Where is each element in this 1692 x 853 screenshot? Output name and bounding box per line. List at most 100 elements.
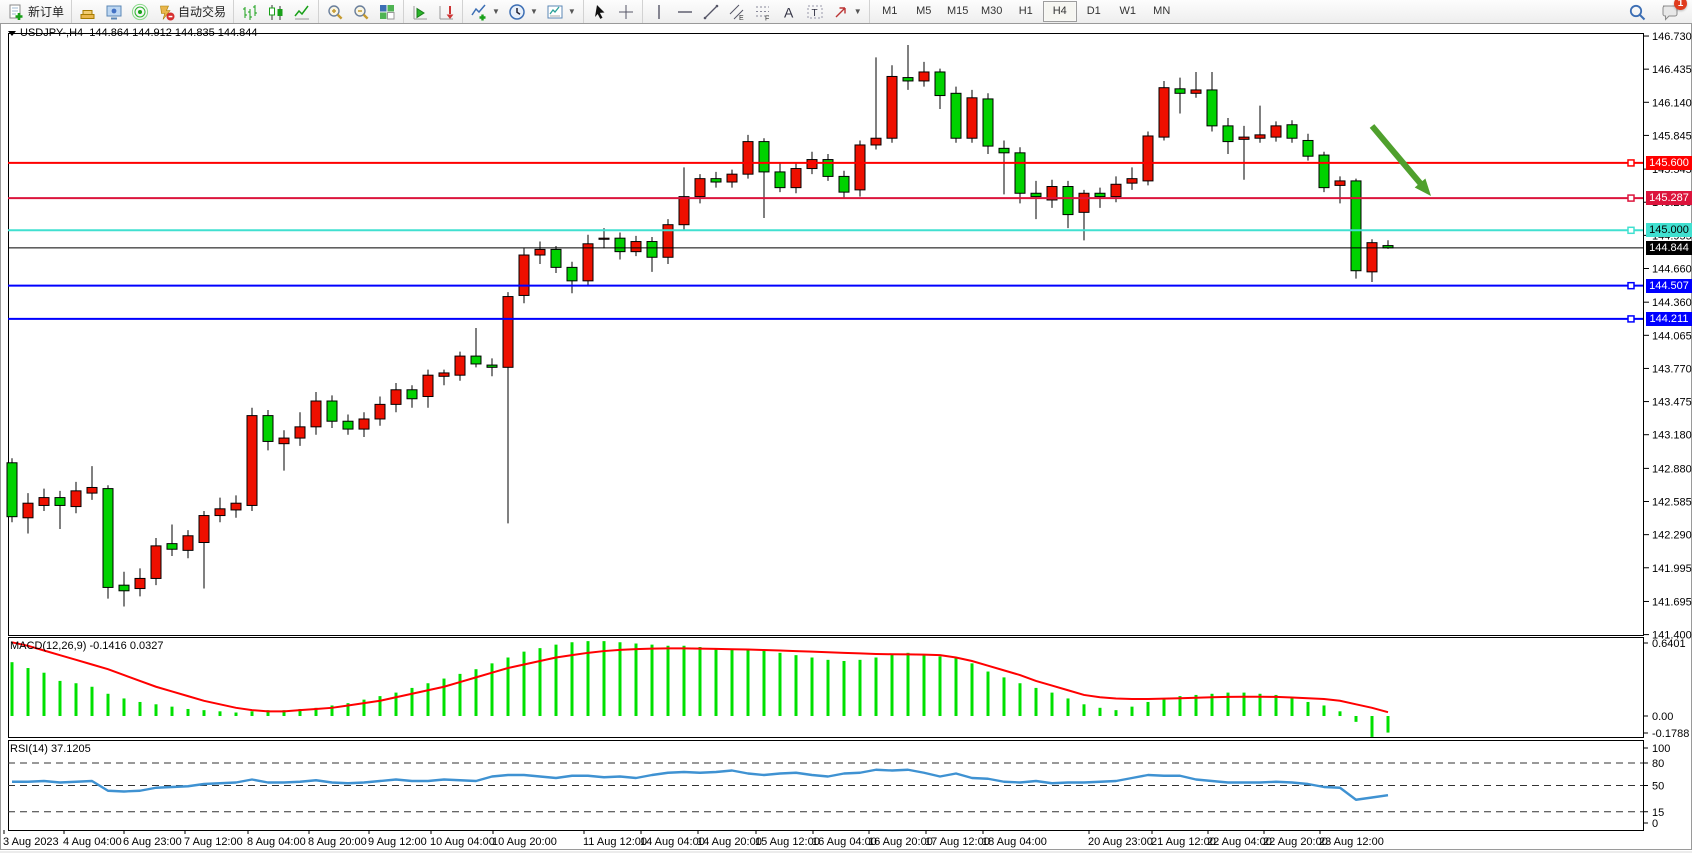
chevron-down-icon[interactable]: ▼ bbox=[853, 7, 862, 16]
auto-trading-label: 自动交易 bbox=[178, 5, 227, 19]
svg-text:143.180: 143.180 bbox=[1652, 430, 1692, 442]
indicators-button[interactable]: ▼ bbox=[466, 1, 504, 23]
chevron-down-icon[interactable]: ▼ bbox=[492, 7, 500, 16]
zoom-in-button[interactable] bbox=[322, 1, 348, 23]
timeframe-button-H1[interactable]: H1 bbox=[1018, 5, 1033, 17]
price-level-chip: 145.000 bbox=[1646, 223, 1692, 238]
zoom-out-button[interactable] bbox=[348, 1, 374, 23]
svg-text:20 Aug 23:00: 20 Aug 23:00 bbox=[1088, 836, 1153, 848]
svg-text:144.660: 144.660 bbox=[1652, 263, 1692, 275]
cursor-icon bbox=[594, 4, 605, 19]
toolbar-group bbox=[319, 0, 405, 23]
periods-icon bbox=[509, 3, 525, 20]
search-icon bbox=[1629, 4, 1646, 20]
time-axis: 3 Aug 2023 4 Aug 04:00 6 Aug 23:00 7 Aug 12… bbox=[3, 830, 1384, 848]
horizontal-line-button[interactable] bbox=[672, 1, 698, 23]
fibonacci-button[interactable]: F bbox=[750, 1, 776, 23]
chevron-down-icon[interactable]: ▼ bbox=[567, 7, 576, 16]
svg-text:22 Aug 04:00: 22 Aug 04:00 bbox=[1207, 836, 1272, 848]
new-order-button[interactable]: 新订单 bbox=[3, 1, 68, 23]
svg-text:0.6401: 0.6401 bbox=[1652, 638, 1686, 650]
crosshair-button[interactable] bbox=[613, 1, 639, 23]
data-window-button[interactable] bbox=[101, 1, 127, 23]
auto-trading-button[interactable]: 自动交易 bbox=[153, 1, 230, 23]
svg-text:144.360: 144.360 bbox=[1652, 297, 1692, 309]
notification-badge: 1 bbox=[1674, 0, 1687, 10]
timeframe-button-M30[interactable]: M30 bbox=[981, 5, 1003, 17]
community-button[interactable]: 1 bbox=[1656, 0, 1687, 23]
chevron-down-icon[interactable]: ▼ bbox=[529, 7, 538, 16]
svg-text:100: 100 bbox=[1652, 743, 1670, 755]
templates-button[interactable]: ▼ bbox=[542, 1, 580, 23]
svg-text:146.730: 146.730 bbox=[1652, 31, 1692, 43]
vertical-line-button[interactable] bbox=[646, 1, 672, 23]
svg-text:17 Aug 12:00: 17 Aug 12:00 bbox=[925, 836, 990, 848]
svg-text:16 Aug 20:00: 16 Aug 20:00 bbox=[868, 836, 933, 848]
svg-text:143.475: 143.475 bbox=[1652, 397, 1692, 409]
bar-chart-button[interactable] bbox=[237, 1, 263, 23]
auto-scroll-button[interactable] bbox=[407, 1, 433, 23]
text-icon: A bbox=[784, 4, 794, 20]
macd-indicator-label: MACD(12,26,9) -0.1416 0.0327 bbox=[10, 640, 164, 652]
candlestick-chart-button[interactable] bbox=[263, 1, 289, 23]
timeframe-button-D1[interactable]: D1 bbox=[1086, 5, 1101, 17]
market-watch-button[interactable] bbox=[75, 1, 101, 23]
tile-windows-button[interactable] bbox=[374, 1, 400, 23]
macd-panel: 0.6401 0.00 -0.1788 bbox=[10, 638, 1689, 740]
svg-text:10 Aug 20:00: 10 Aug 20:00 bbox=[492, 836, 557, 848]
timeframe-button-M5[interactable]: M5 bbox=[916, 5, 932, 17]
svg-text:-0.1788: -0.1788 bbox=[1652, 728, 1689, 740]
collapse-arrow-icon[interactable] bbox=[8, 31, 16, 36]
toolbar-right: 1 bbox=[1624, 0, 1692, 23]
data-window-icon bbox=[106, 5, 122, 19]
chart-canvas[interactable]: 146.730146.435146.140145.845145.545145.2… bbox=[0, 23, 1692, 851]
toolbar-group: ▼ ▼ ▼ bbox=[463, 0, 584, 23]
periods-button[interactable]: ▼ bbox=[504, 1, 542, 23]
timeframe-button-M1[interactable]: M1 bbox=[882, 5, 898, 17]
signals-icon bbox=[131, 3, 149, 20]
fibonacci-icon: F bbox=[755, 6, 769, 21]
timeframe-button-M15[interactable]: M15 bbox=[947, 5, 969, 17]
svg-text:16 Aug 04:00: 16 Aug 04:00 bbox=[812, 836, 877, 848]
svg-text:8 Aug 04:00: 8 Aug 04:00 bbox=[247, 836, 306, 848]
svg-text:11 Aug 12:00: 11 Aug 12:00 bbox=[583, 836, 647, 848]
svg-text:E: E bbox=[739, 15, 744, 21]
svg-text:142.290: 142.290 bbox=[1652, 530, 1692, 542]
bar-chart-icon bbox=[243, 4, 258, 20]
chart-shift-button[interactable] bbox=[433, 1, 459, 23]
svg-text:14 Aug 20:00: 14 Aug 20:00 bbox=[697, 836, 762, 848]
line-chart-button[interactable] bbox=[289, 1, 315, 23]
svg-text:23 Aug 12:00: 23 Aug 12:00 bbox=[1319, 836, 1384, 848]
cursor-button[interactable] bbox=[587, 1, 613, 23]
toolbar-group: 新订单 bbox=[0, 0, 73, 23]
svg-text:6 Aug 23:00: 6 Aug 23:00 bbox=[123, 836, 182, 848]
svg-text:4 Aug 04:00: 4 Aug 04:00 bbox=[63, 836, 122, 848]
indicators-icon bbox=[471, 4, 486, 20]
trendline-icon bbox=[703, 4, 719, 19]
svg-text:8 Aug 20:00: 8 Aug 20:00 bbox=[308, 836, 367, 848]
timeframe-button-H4[interactable]: H4 bbox=[1042, 1, 1077, 22]
main-panel-border bbox=[8, 33, 1644, 636]
signals-button[interactable] bbox=[127, 1, 153, 23]
timeframe-button-MN[interactable]: MN bbox=[1153, 5, 1171, 17]
chart-window[interactable]: 146.730146.435146.140145.845145.545145.2… bbox=[0, 23, 1692, 851]
templates-icon bbox=[547, 5, 563, 18]
equidistant-channel-button[interactable]: E bbox=[724, 1, 750, 23]
auto-trading-icon bbox=[160, 5, 175, 20]
timeframe-button-W1[interactable]: W1 bbox=[1119, 5, 1136, 17]
arrows-button[interactable]: ▼ bbox=[828, 1, 866, 23]
zoom-out-icon bbox=[354, 4, 369, 19]
trendline-button[interactable] bbox=[698, 1, 724, 23]
text-button[interactable]: A bbox=[776, 1, 802, 23]
market-watch-icon bbox=[80, 9, 95, 19]
price-level-lines[interactable] bbox=[8, 159, 1643, 323]
down-arrow-annotation[interactable] bbox=[1369, 124, 1431, 196]
svg-text:F: F bbox=[765, 15, 769, 21]
price-level-chip: 144.507 bbox=[1646, 278, 1692, 293]
chart-symbol-period: USDJPY-,H4 bbox=[20, 27, 84, 39]
svg-text:T: T bbox=[811, 8, 817, 19]
arrows-icon bbox=[835, 6, 846, 17]
text-label-button[interactable]: T bbox=[802, 1, 828, 23]
toolbar-group: 自动交易 bbox=[72, 0, 235, 23]
search-button[interactable] bbox=[1624, 1, 1650, 23]
